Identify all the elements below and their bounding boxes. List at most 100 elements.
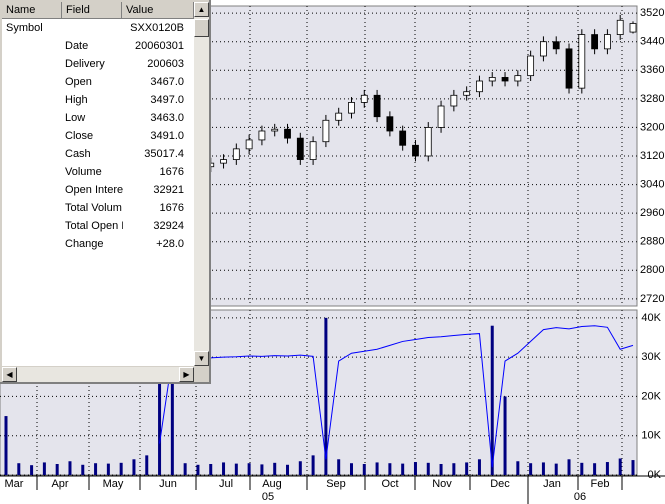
volume-bar [260, 464, 264, 475]
candle-body [322, 119, 330, 143]
row-value: +28.0 [156, 238, 184, 250]
candle-body [616, 19, 624, 35]
volume-bar [516, 461, 520, 475]
open-interest-line [159, 325, 634, 468]
y2-tick-label: 40K [641, 312, 661, 324]
candle-body [386, 116, 394, 132]
volume-bar [42, 462, 46, 475]
y2-tick-label: 0K [648, 469, 662, 481]
y2-tick-label: 10K [641, 430, 661, 442]
data-list: Name Field Value Symbol SXX0120B Date 20060301… [2, 2, 194, 366]
candle-body [437, 105, 445, 128]
volume-bar [567, 459, 571, 475]
candle-body [450, 94, 458, 107]
row-field: Open [65, 76, 92, 88]
row-field: Open Intere: [65, 184, 123, 196]
volume-bar [158, 365, 162, 475]
month-label: Sep [326, 478, 346, 490]
candle-body [629, 23, 637, 33]
month-label: Oct [381, 478, 398, 490]
candle-body [232, 148, 240, 160]
volume-bar [94, 463, 98, 475]
row-field: Delivery [65, 58, 105, 70]
volume-bar [349, 463, 353, 475]
y-tick-label: 3440 [640, 36, 664, 48]
volume-bar [17, 463, 21, 475]
row-field: Total Volum [65, 202, 122, 214]
scroll-down[interactable]: ▼ [194, 351, 209, 366]
y-tick-label: 2800 [640, 264, 664, 276]
volume-bar [145, 455, 149, 475]
volume-bar [541, 462, 545, 475]
volume-bar [286, 464, 290, 475]
row-value: 3467.0 [150, 76, 184, 88]
scroll-thumb[interactable] [194, 19, 209, 37]
volume-bar [30, 465, 34, 475]
candle-body [284, 128, 291, 139]
candle-body [296, 137, 304, 160]
volume-bar [106, 463, 110, 475]
volume-bar [196, 464, 200, 475]
scroll-left[interactable]: ◀ [2, 367, 17, 382]
candle-body [540, 41, 547, 57]
volume-bar [413, 462, 417, 475]
horizontal-scrollbar[interactable]: ◀ ▶ [2, 367, 194, 382]
scroll-right[interactable]: ▶ [179, 367, 194, 382]
row-field: Change [65, 238, 104, 250]
candle-body [348, 102, 355, 114]
volume-bar [465, 462, 469, 475]
y2-tick-label: 30K [641, 351, 661, 363]
volume-bar [324, 317, 328, 475]
candle-body [271, 128, 279, 132]
year-label: 06 [574, 491, 586, 503]
row-value: SXX0120B [130, 22, 184, 34]
candle-body [399, 130, 407, 146]
candle-body [309, 141, 317, 160]
row-value: 3491.0 [150, 130, 184, 142]
y-tick-label: 3040 [640, 178, 664, 190]
y-tick-label: 3520 [640, 7, 664, 19]
candle-body [258, 130, 266, 141]
data-window: Name Field Value Symbol SXX0120B Date 20060301… [0, 0, 211, 384]
volume-bar [337, 459, 341, 475]
row-value: 1676 [159, 166, 184, 178]
volume-bar [209, 464, 213, 475]
volume-bar [618, 458, 622, 475]
column-header[interactable]: Value [122, 2, 194, 19]
y-tick-label: 2880 [640, 236, 664, 248]
scroll-up[interactable]: ▲ [194, 2, 209, 17]
month-label: Feb [591, 478, 610, 490]
candle-body [514, 75, 522, 82]
month-label: Jan [543, 478, 561, 490]
month-label: May [103, 478, 124, 490]
candle-body [373, 94, 381, 118]
volume-bar [426, 462, 430, 475]
volume-bar [247, 463, 251, 475]
column-header[interactable]: Field [62, 2, 122, 19]
row-field: Volume [65, 166, 102, 178]
y-tick-label: 3280 [640, 93, 664, 105]
row-field: Date [65, 40, 89, 52]
row-field: Cash [65, 148, 91, 160]
volume-bar [132, 459, 136, 475]
column-header[interactable]: Name [2, 2, 62, 19]
volume-bar [119, 462, 123, 475]
candle-body [476, 80, 483, 93]
month-label: Mar [5, 478, 24, 490]
candle-body [424, 127, 432, 157]
candle-body [488, 77, 496, 82]
candle-body [565, 48, 573, 89]
row-field: High [65, 94, 88, 106]
candle-body [527, 55, 535, 77]
volume-bar [452, 463, 456, 475]
row-field: Low [65, 112, 86, 124]
volume-bar [170, 333, 174, 475]
row-value: 32924 [153, 220, 184, 232]
volume-bar [183, 463, 187, 475]
y-tick-label: 3200 [640, 121, 664, 133]
row-field: Total Open I [65, 220, 123, 232]
y-tick-label: 2960 [640, 207, 664, 219]
y-tick-label: 3360 [640, 64, 664, 76]
volume-bar [401, 463, 405, 475]
vertical-scrollbar[interactable]: ▲ ▼ [194, 2, 209, 366]
